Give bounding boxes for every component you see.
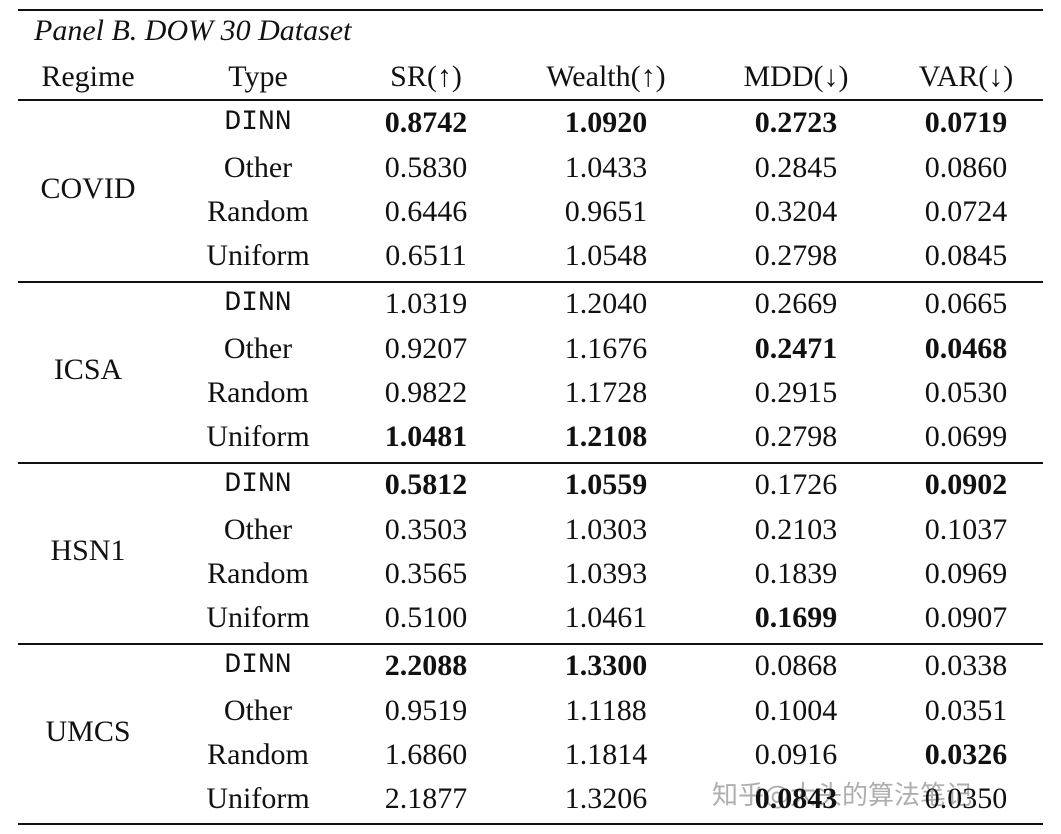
group-rule (18, 643, 1043, 645)
type-label: Other (223, 513, 293, 546)
metric-value: 1.3206 (564, 782, 648, 815)
metric-value: 1.0548 (564, 239, 648, 272)
type-label: DINN (224, 288, 292, 319)
metric-value: 0.2669 (754, 287, 838, 320)
metric-value: 2.1877 (384, 782, 468, 815)
metric-value: 1.0303 (564, 513, 648, 546)
metric-value: 0.9207 (384, 332, 468, 365)
metric-value: 1.2108 (564, 420, 648, 453)
metric-value: 0.2915 (754, 376, 838, 409)
regime-label: HSN1 (50, 534, 126, 567)
metric-value: 0.0338 (924, 649, 1008, 682)
column-header: MDD(↓) (743, 60, 849, 93)
metric-value: 0.9651 (564, 195, 648, 228)
metric-value: 0.3503 (384, 513, 468, 546)
metric-value: 1.1188 (565, 694, 647, 727)
metric-value: 0.0845 (924, 239, 1008, 272)
metric-value: 1.0559 (564, 468, 648, 501)
metric-value: 1.1728 (564, 376, 648, 409)
column-header: Type (228, 60, 288, 93)
metric-value: 0.1699 (754, 601, 838, 634)
regime-label: COVID (40, 172, 136, 205)
metric-value: 1.0461 (564, 601, 648, 634)
column-header: VAR(↓) (918, 60, 1014, 93)
header-rule (18, 99, 1043, 101)
metric-value: 0.0350 (924, 782, 1008, 815)
type-label: DINN (224, 650, 292, 681)
metric-value: 0.2471 (754, 332, 838, 365)
metric-value: 0.9822 (384, 376, 468, 409)
type-label: Other (223, 694, 293, 727)
metric-value: 0.1004 (754, 694, 838, 727)
column-header: Wealth(↑) (546, 60, 666, 93)
metric-value: 0.0699 (924, 420, 1008, 453)
metric-value: 0.0907 (924, 601, 1008, 634)
metric-value: 1.6860 (384, 738, 468, 771)
type-label: Other (223, 151, 293, 184)
metric-value: 0.3204 (754, 195, 838, 228)
type-label: Random (207, 557, 309, 590)
metric-value: 0.0860 (924, 151, 1008, 184)
regime-label: UMCS (45, 715, 131, 748)
metric-value: 0.1037 (924, 513, 1008, 546)
metric-value: 0.1726 (754, 468, 838, 501)
type-label: Uniform (206, 601, 310, 634)
metric-value: 0.0468 (924, 332, 1008, 365)
metric-value: 0.0719 (924, 106, 1008, 139)
metric-value: 2.2088 (384, 649, 468, 682)
group-rule (18, 281, 1043, 283)
metric-value: 0.1839 (754, 557, 838, 590)
metric-value: 1.3300 (564, 649, 648, 682)
type-label: Uniform (206, 782, 310, 815)
metric-value: 0.9519 (384, 694, 468, 727)
metric-value: 0.6446 (384, 195, 468, 228)
metric-value: 0.0843 (754, 782, 838, 815)
type-label: Uniform (206, 239, 310, 272)
type-label: DINN (224, 469, 292, 500)
metric-value: 0.0902 (924, 468, 1008, 501)
metric-value: 0.2103 (754, 513, 838, 546)
metric-value: 1.1814 (564, 738, 648, 771)
type-label: Other (223, 332, 293, 365)
type-label: Random (207, 195, 309, 228)
panel-title: Panel B. DOW 30 Dataset (34, 14, 352, 47)
type-label: DINN (224, 107, 292, 138)
bottom-rule (18, 823, 1043, 825)
type-label: Uniform (206, 420, 310, 453)
metric-value: 1.0920 (564, 106, 648, 139)
metric-value: 0.0916 (754, 738, 838, 771)
metric-value: 1.0481 (384, 420, 468, 453)
metric-value: 0.2798 (754, 239, 838, 272)
metric-value: 0.6511 (385, 239, 467, 272)
metric-value: 0.2723 (754, 106, 838, 139)
type-label: Random (207, 376, 309, 409)
metric-value: 0.0868 (754, 649, 838, 682)
type-label: Random (207, 738, 309, 771)
metric-value: 0.0665 (924, 287, 1008, 320)
top-rule (18, 9, 1043, 11)
metric-value: 0.3565 (384, 557, 468, 590)
metric-value: 0.0530 (924, 376, 1008, 409)
metric-value: 0.8742 (384, 106, 468, 139)
metric-value: 0.2845 (754, 151, 838, 184)
metric-value: 0.5100 (384, 601, 468, 634)
metric-value: 0.0351 (924, 694, 1008, 727)
metric-value: 0.0724 (924, 195, 1008, 228)
metric-value: 1.1676 (564, 332, 648, 365)
metric-value: 0.0326 (924, 738, 1008, 771)
metric-value: 0.5830 (384, 151, 468, 184)
metric-value: 1.0433 (564, 151, 648, 184)
metric-value: 0.2798 (754, 420, 838, 453)
group-rule (18, 462, 1043, 464)
metric-value: 1.0319 (384, 287, 468, 320)
metric-value: 1.0393 (564, 557, 648, 590)
watermark: 知乎@大头的算法笔记 (712, 781, 973, 811)
column-header: SR(↑) (390, 60, 462, 93)
metric-value: 0.0969 (924, 557, 1008, 590)
regime-label: ICSA (53, 353, 123, 386)
metric-value: 0.5812 (384, 468, 468, 501)
column-header: Regime (41, 60, 135, 93)
metric-value: 1.2040 (564, 287, 648, 320)
